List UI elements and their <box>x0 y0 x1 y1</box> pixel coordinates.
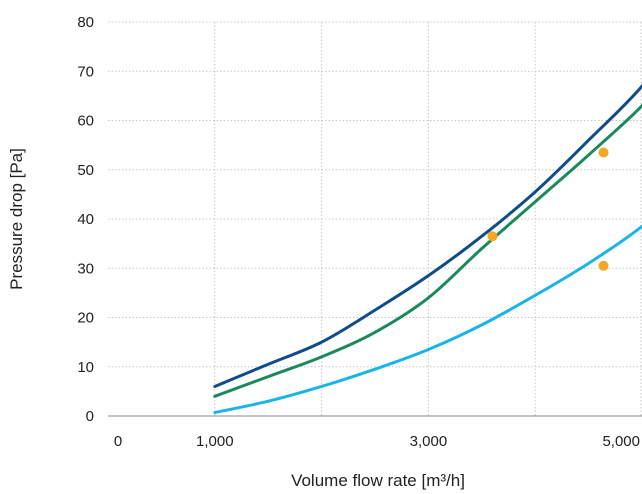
y-tick-label: 20 <box>77 310 94 327</box>
y-tick-label: 30 <box>77 260 94 277</box>
highlight-point-3 <box>598 260 609 271</box>
x-axis-title: Volume flow rate [m³/h] <box>291 471 465 490</box>
y-tick-label: 10 <box>77 359 94 376</box>
data-markers <box>487 147 609 271</box>
y-tick-labels: 0 10 20 30 40 50 60 70 80 <box>77 14 94 425</box>
series-line-1 <box>213 83 642 388</box>
x-tick-label: 3,000 <box>410 433 448 450</box>
data-series <box>213 83 642 415</box>
highlight-point-1 <box>487 231 498 242</box>
highlight-point-2 <box>598 147 609 158</box>
series-line-3 <box>213 224 642 415</box>
y-tick-label: 60 <box>77 113 94 130</box>
series-line-2 <box>213 103 642 398</box>
y-tick-label: 80 <box>77 14 94 31</box>
y-tick-label: 50 <box>77 162 94 179</box>
y-tick-label: 40 <box>77 211 94 228</box>
x-tick-label: 0 <box>114 433 122 450</box>
x-tick-labels: 0 1,000 3,000 5,000 <box>114 433 640 450</box>
x-tick-label: 1,000 <box>196 433 234 450</box>
y-tick-label: 70 <box>77 63 94 80</box>
x-tick-label: 5,000 <box>602 433 640 450</box>
y-axis-title: Pressure drop [Pa] <box>7 148 26 290</box>
gridlines <box>108 21 642 416</box>
y-tick-label: 0 <box>86 408 94 425</box>
